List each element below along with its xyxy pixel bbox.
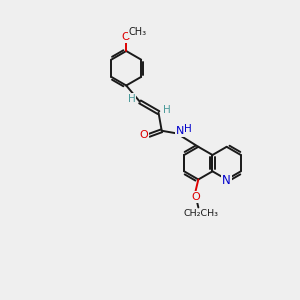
Text: O: O bbox=[122, 32, 130, 42]
Text: N: N bbox=[176, 126, 185, 136]
Text: H: H bbox=[128, 94, 136, 104]
Text: CH₃: CH₃ bbox=[128, 27, 147, 37]
Text: CH₂CH₃: CH₂CH₃ bbox=[183, 209, 218, 218]
Text: O: O bbox=[191, 192, 200, 202]
Text: H: H bbox=[163, 105, 171, 115]
Text: N: N bbox=[222, 174, 231, 187]
Text: H: H bbox=[184, 124, 192, 134]
Text: O: O bbox=[140, 130, 148, 140]
